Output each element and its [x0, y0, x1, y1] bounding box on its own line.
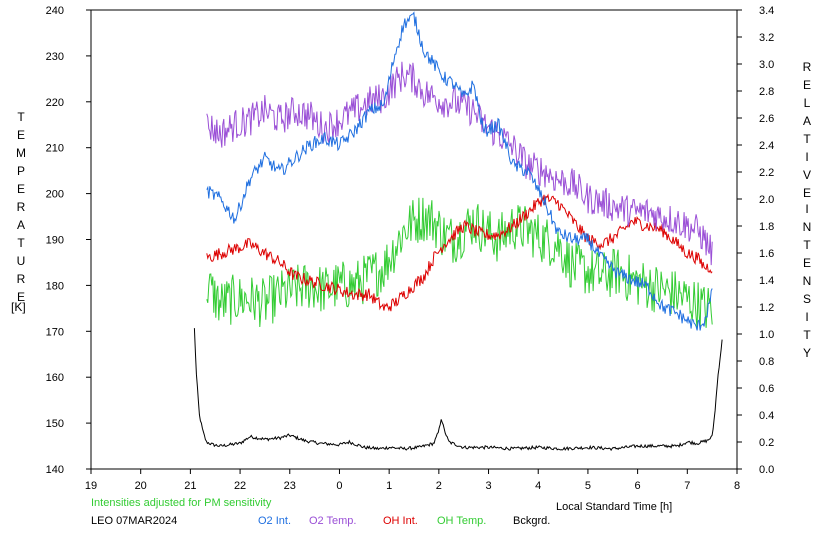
series-line-o2int: [206, 11, 713, 331]
x-axis-title: Local Standard Time [h]: [556, 501, 673, 513]
left-axis-label-letter: U: [16, 254, 26, 268]
left-axis-label-letter: T: [17, 236, 25, 250]
right-tick-label: 2.2: [759, 167, 774, 179]
right-tick-label: 1.6: [759, 248, 774, 260]
right-tick-label: 2.0: [759, 194, 774, 206]
legend-bckgrd: Bckgrd.: [513, 515, 551, 527]
left-tick-label: 230: [46, 51, 64, 63]
series-line-o2temp: [206, 61, 713, 266]
right-axis-label-2-letter: I: [805, 202, 809, 216]
series-line-bckgrd: [193, 328, 723, 452]
right-axis-label-2-letter: Y: [802, 346, 811, 360]
right-tick-label: 3.2: [759, 32, 774, 44]
x-tick-label: 20: [135, 480, 147, 492]
left-axis-label-letter: R: [16, 272, 26, 286]
right-axis-label-1-letter: R: [802, 60, 812, 74]
right-tick-label: 1.2: [759, 302, 774, 314]
station-date: LEO 07MAR2024: [91, 515, 178, 527]
right-tick-label: 2.6: [759, 113, 774, 125]
right-tick-label: 2.4: [759, 140, 774, 152]
left-axis-label-letter: R: [16, 200, 26, 214]
x-tick-label: 0: [336, 480, 342, 492]
right-tick-label: 0.4: [759, 410, 774, 422]
left-axis-ticks: 140 150 160 170 180 190 200 210 220 230 240: [46, 5, 91, 476]
right-axis-ticks: 0.0 0.2 0.4 0.6 0.8 1.0 1.2 1.4 1.6 1.8 2.0 2.2 2.4 2…: [737, 5, 774, 476]
x-tick-label: 3: [485, 480, 491, 492]
left-axis-label-letter: E: [16, 128, 25, 142]
right-axis-label-1-letter: E: [802, 78, 811, 92]
series-lines: [193, 11, 723, 452]
left-tick-label: 140: [46, 464, 64, 476]
series-line-ohtemp: [206, 197, 713, 330]
right-tick-label: 1.8: [759, 221, 774, 233]
right-tick-label: 0.8: [759, 356, 774, 368]
left-axis-unit: [K]: [11, 300, 26, 314]
right-tick-label: 0.2: [759, 437, 774, 449]
right-tick-label: 1.0: [759, 329, 774, 341]
left-tick-label: 190: [46, 235, 64, 247]
right-tick-label: 0.0: [759, 464, 774, 476]
legend-oh-int: OH Int.: [383, 515, 418, 527]
right-axis-label-2-letter: E: [802, 256, 811, 270]
legend-oh-temp: OH Temp.: [437, 515, 487, 527]
left-tick-label: 210: [46, 143, 64, 155]
right-tick-label: 0.6: [759, 383, 774, 395]
right-tick-label: 2.8: [759, 86, 774, 98]
x-tick-label: 6: [635, 480, 641, 492]
x-tick-label: 1: [386, 480, 392, 492]
x-tick-label: 22: [234, 480, 246, 492]
legend-o2-int: O2 Int.: [258, 515, 292, 527]
x-tick-label: 23: [284, 480, 296, 492]
left-tick-label: 240: [46, 5, 64, 17]
left-axis-label-letter: P: [16, 164, 25, 178]
x-axis-ticks: 19 20 21 22 23 0 1 2 3 4 5 6 7 8: [85, 469, 740, 492]
left-tick-label: 220: [46, 97, 64, 109]
x-tick-label: 4: [535, 480, 541, 492]
right-axis-label-2-letter: T: [803, 328, 811, 342]
right-axis-label-1-letter: E: [802, 186, 811, 200]
right-axis-label-1-letter: L: [803, 96, 811, 110]
right-tick-label: 1.4: [759, 275, 774, 287]
left-tick-label: 150: [46, 418, 64, 430]
left-axis-label-letter: A: [16, 218, 25, 232]
x-tick-label: 7: [684, 480, 690, 492]
left-axis-label-letter: E: [16, 182, 25, 196]
legend-o2-temp: O2 Temp.: [309, 515, 357, 527]
left-tick-label: 170: [46, 326, 64, 338]
right-axis-label-1-letter: I: [805, 150, 809, 164]
right-axis-label-2-letter: N: [802, 274, 812, 288]
right-tick-label: 3.0: [759, 59, 774, 71]
right-axis-label-2-letter: I: [805, 310, 809, 324]
x-tick-label: 5: [585, 480, 591, 492]
right-axis-label-2-letter: T: [803, 238, 811, 252]
right-axis-label-2-letter: N: [802, 220, 812, 234]
right-tick-label: 3.4: [759, 5, 774, 17]
left-tick-label: 160: [46, 372, 64, 384]
sensitivity-note: Intensities adjusted for PM sensitivity: [91, 497, 272, 509]
left-axis-label-letter: M: [16, 146, 26, 160]
x-tick-label: 19: [85, 480, 97, 492]
right-axis-label-2-letter: S: [802, 292, 811, 306]
x-tick-label: 2: [436, 480, 442, 492]
right-axis-label-1-letter: V: [802, 168, 811, 182]
x-tick-label: 21: [184, 480, 196, 492]
left-axis-label-letter: T: [17, 110, 25, 124]
left-axis-label-letter: E: [16, 290, 25, 304]
right-axis-label-1-letter: A: [802, 114, 811, 128]
left-tick-label: 200: [46, 189, 64, 201]
left-tick-label: 180: [46, 280, 64, 292]
right-axis-label-1-letter: T: [803, 132, 811, 146]
x-tick-label: 8: [734, 480, 740, 492]
